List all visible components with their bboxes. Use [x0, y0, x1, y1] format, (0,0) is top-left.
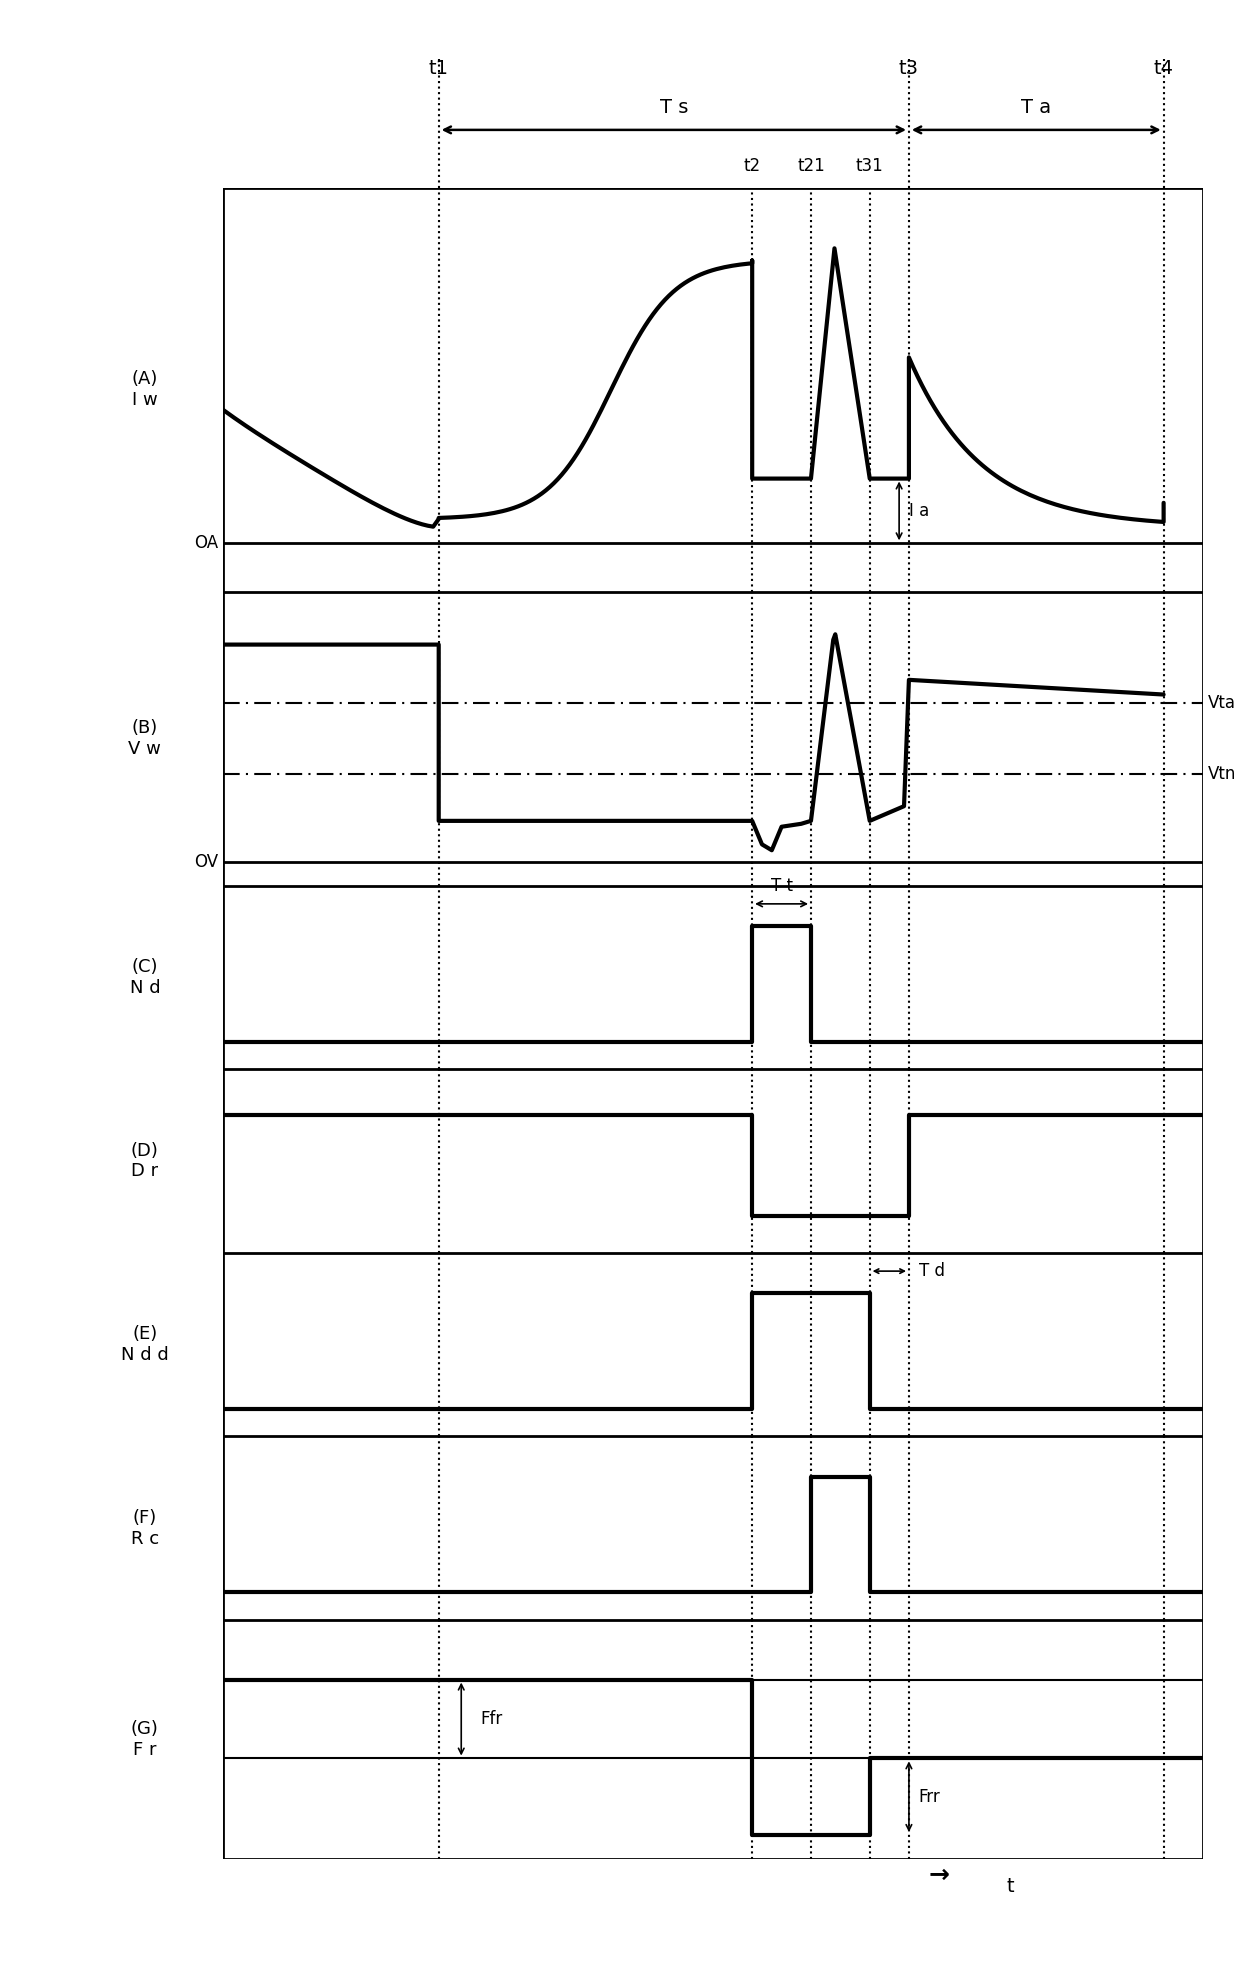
- Text: t21: t21: [797, 158, 825, 176]
- Text: (G)
F r: (G) F r: [131, 1720, 159, 1758]
- Text: (C)
N d: (C) N d: [129, 959, 160, 996]
- Text: T a: T a: [1022, 99, 1052, 116]
- Text: →: →: [929, 1863, 950, 1888]
- Text: t: t: [1007, 1876, 1014, 1896]
- Text: OA: OA: [195, 535, 218, 552]
- Text: (A)
I w: (A) I w: [131, 371, 157, 408]
- Text: T s: T s: [660, 99, 688, 116]
- Text: T d: T d: [919, 1263, 945, 1280]
- Text: t2: t2: [744, 158, 761, 176]
- Text: t3: t3: [899, 59, 919, 79]
- Text: (F)
R c: (F) R c: [130, 1509, 159, 1547]
- Text: (B)
V w: (B) V w: [129, 720, 161, 758]
- Text: t31: t31: [856, 158, 884, 176]
- Text: Frr: Frr: [919, 1788, 940, 1805]
- Text: (D)
D r: (D) D r: [131, 1142, 159, 1180]
- Text: Ffr: Ffr: [481, 1711, 503, 1728]
- Text: T t: T t: [770, 876, 792, 894]
- Text: OV: OV: [195, 852, 218, 870]
- Text: (E)
N d d: (E) N d d: [122, 1326, 169, 1363]
- Text: I a: I a: [909, 501, 929, 521]
- Text: Vtn: Vtn: [1208, 766, 1236, 783]
- Text: t4: t4: [1153, 59, 1173, 79]
- Text: Vta: Vta: [1208, 694, 1236, 712]
- Text: t1: t1: [429, 59, 449, 79]
